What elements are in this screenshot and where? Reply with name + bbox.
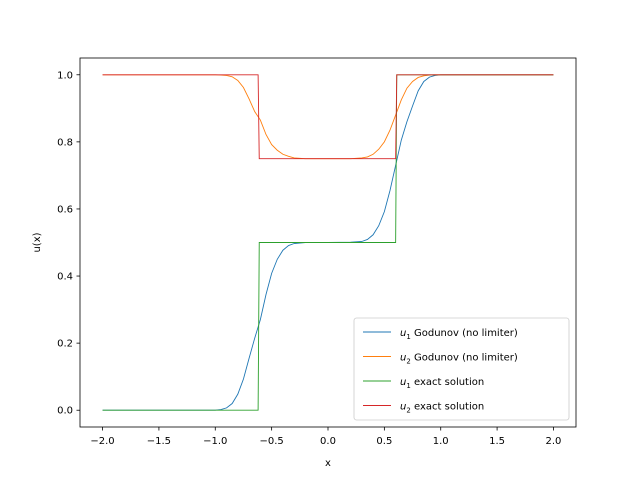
legend-label: u2 exact solution (400, 402, 484, 415)
x-axis-label: x (325, 458, 331, 469)
x-axis-ticks: −2.0 −1.5 −1.0 −0.5 0.0 0.5 1.0 1.5 2.0 (90, 427, 561, 447)
y-tick-label: 1.0 (57, 70, 73, 81)
x-tick-label: −1.5 (147, 436, 171, 447)
y-tick-label: 0.2 (57, 339, 73, 350)
legend-box (353, 317, 570, 421)
y-axis-ticks: 0.0 0.2 0.4 0.6 0.8 1.0 (57, 70, 80, 417)
legend-label: u1 exact solution (400, 377, 484, 390)
legend-label: u1 Godunov (no limiter) (400, 328, 518, 341)
x-tick-label: 1.0 (433, 436, 449, 447)
x-tick-label: 0.0 (320, 436, 336, 447)
x-tick-label: −0.5 (259, 436, 283, 447)
x-tick-label: −2.0 (90, 436, 114, 447)
y-axis-label: u(x) (32, 232, 43, 252)
x-tick-label: 1.5 (489, 436, 505, 447)
legend: u1 Godunov (no limiter) u2 Godunov (no li… (353, 317, 570, 421)
x-tick-label: −1.0 (203, 436, 227, 447)
legend-label: u2 Godunov (no limiter) (400, 353, 518, 366)
series-line-4 (102, 74, 554, 160)
x-tick-label: 0.5 (376, 436, 392, 447)
y-tick-label: 0.4 (57, 272, 73, 283)
y-tick-label: 0.6 (57, 204, 73, 215)
y-tick-label: 0.0 (57, 406, 73, 417)
series-layer (102, 74, 554, 411)
y-tick-label: 0.8 (57, 137, 73, 148)
x-tick-label: 2.0 (546, 436, 562, 447)
